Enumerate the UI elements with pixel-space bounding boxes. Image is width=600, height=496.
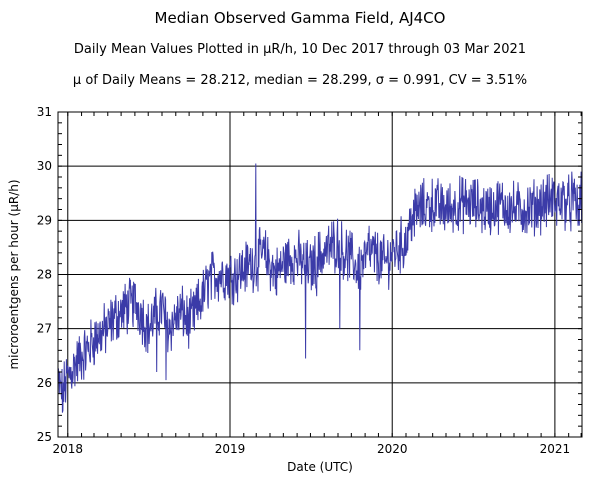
- x-axis-label: Date (UTC): [287, 460, 353, 474]
- x-tick-label: 2021: [540, 442, 571, 456]
- y-tick-label: 28: [37, 268, 52, 282]
- y-tick-label: 29: [37, 213, 52, 227]
- chart-stats-line: μ of Daily Means = 28.212, median = 28.2…: [72, 73, 528, 88]
- chart-title: Median Observed Gamma Field, AJ4CO: [154, 9, 446, 27]
- x-tick-label: 2018: [53, 442, 84, 456]
- series-line: [57, 163, 583, 413]
- y-tick-label: 27: [37, 322, 52, 336]
- y-axis-label: microroentgens per hour (μR/h): [7, 179, 21, 369]
- chart-subtitle: Daily Mean Values Plotted in μR/h, 10 De…: [73, 42, 527, 57]
- y-tick-label: 26: [37, 376, 52, 390]
- y-tick-label: 25: [37, 430, 52, 444]
- y-tick-label: 31: [37, 105, 52, 119]
- series-layer: [57, 163, 583, 413]
- x-tick-label: 2019: [215, 442, 246, 456]
- grid-layer: [58, 111, 582, 438]
- x-tick-label: 2020: [377, 442, 408, 456]
- tick-layer: 25 26 27 28 29 30 31 2018 2019 2020 2021: [37, 105, 582, 456]
- y-tick-label: 30: [37, 159, 52, 173]
